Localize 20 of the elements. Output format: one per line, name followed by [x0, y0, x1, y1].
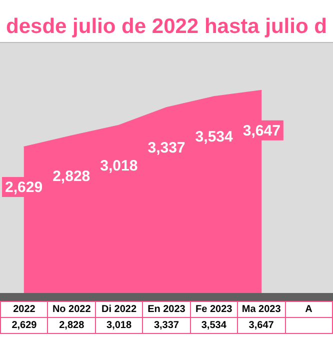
data-label: 2,629: [0, 318, 48, 334]
text: 3,018: [100, 157, 138, 174]
text: 2,828: [52, 168, 90, 185]
data-label: 2,828: [48, 318, 96, 334]
text: 3,647: [242, 122, 280, 140]
x-tick-label: En 2023: [142, 302, 190, 318]
data-label: 3,647: [238, 318, 286, 334]
text: 3,337: [148, 140, 186, 157]
text: 2,629: [5, 178, 43, 196]
text: 3,534: [195, 128, 233, 146]
x-tick-label: A: [285, 302, 332, 318]
x-tick-label: No 2022: [48, 302, 96, 318]
x-tick-label: Ma 2023: [238, 302, 286, 318]
x-tick-label: Fe 2023: [190, 302, 238, 318]
chart-title: desde julio de 2022 hasta julio d: [0, 12, 333, 43]
data-label: 3,018: [95, 318, 143, 334]
x-tick-label: 2022: [0, 302, 48, 318]
data-label: 3,534: [190, 318, 238, 334]
x-tick-label: Di 2022: [95, 302, 143, 318]
data-label: 3,337: [142, 318, 190, 334]
